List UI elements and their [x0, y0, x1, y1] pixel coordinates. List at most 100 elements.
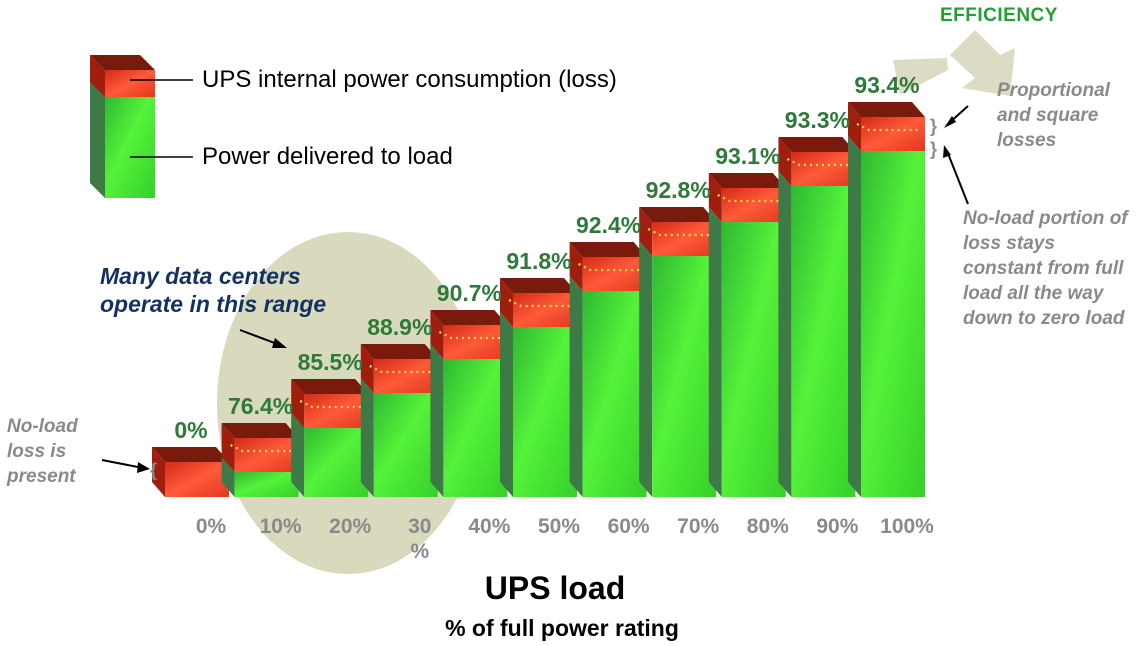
bar-loss-8 — [721, 188, 786, 222]
bar-1 — [221, 423, 299, 497]
brace-marks: } } { — [150, 116, 937, 480]
x-tick-label-6: 60% — [608, 515, 650, 538]
x-tick-label-4: 40% — [468, 515, 510, 538]
bar-top-6 — [569, 242, 647, 257]
bar-loss-7 — [652, 222, 717, 256]
bar-top-2 — [291, 379, 369, 394]
efficiency-arrow — [893, 30, 1015, 96]
bar-side-load-4 — [430, 344, 444, 497]
svg-text:}: } — [930, 116, 937, 136]
x-tick-label-3-line2: % — [410, 540, 429, 563]
value-labels: 0%76.4%85.5%88.9%90.7%91.8%92.4%92.8%93.… — [174, 72, 919, 443]
x-tick-label-2: 20% — [329, 515, 371, 538]
bar-load-2 — [304, 428, 369, 497]
bar-top-3 — [360, 344, 438, 359]
bar-side-loss-10 — [848, 102, 861, 151]
x-tick-label-0: 0% — [196, 515, 227, 538]
value-label-1: 76.4% — [228, 393, 293, 419]
bar-noload-divider-2 — [299, 400, 365, 409]
value-label-8: 93.1% — [715, 143, 780, 169]
bar-load-10 — [861, 151, 925, 497]
bar-load-7 — [652, 256, 717, 497]
x-tick-label-7: 70% — [677, 515, 719, 538]
x-axis-title: UPS load — [484, 570, 626, 606]
value-label-0: 0% — [174, 417, 207, 443]
bar-side-loss-9 — [778, 137, 792, 186]
bar-4 — [430, 310, 508, 497]
x-tick-label-10: 100% — [880, 515, 934, 538]
bar-load-1 — [234, 472, 299, 497]
efficiency-label: EFFICIENCY — [940, 5, 1058, 26]
bar-noload-divider-3 — [369, 365, 434, 374]
bar-loss-5 — [513, 293, 577, 327]
bar-side-loss-1 — [221, 423, 235, 472]
bar-loss-0 — [165, 462, 229, 497]
datacenter-range-note: Many data centers operate in this range — [100, 263, 327, 317]
bar-side-load-5 — [500, 312, 513, 497]
bar-side-load-7 — [639, 241, 653, 497]
bar-top-8 — [708, 173, 786, 188]
bar-side-loss-0 — [152, 447, 165, 497]
bar-loss-10 — [861, 117, 925, 151]
bar-side-loss-8 — [708, 173, 722, 222]
bar-side-load-8 — [708, 207, 722, 497]
bar-noload-divider-5 — [508, 299, 573, 308]
bar-side-load-9 — [778, 171, 792, 497]
bar-noload-divider-8 — [717, 194, 782, 203]
bar-top-0 — [152, 447, 229, 462]
bar-side-loss-4 — [430, 310, 444, 359]
bar-noload-divider-4 — [438, 331, 504, 340]
bar-side-load-3 — [360, 378, 374, 497]
bar-side-loss-2 — [291, 379, 305, 428]
bars — [152, 102, 925, 497]
bar-loss-3 — [373, 359, 438, 393]
bar-load-3 — [373, 393, 438, 497]
bar-loss-1 — [234, 438, 299, 472]
value-label-10: 93.4% — [854, 72, 919, 98]
legend-loss-label: UPS internal power consumption (loss) — [202, 66, 617, 93]
bar-load-6 — [582, 291, 647, 497]
bar-side-loss-5 — [500, 278, 513, 327]
bar-2 — [291, 379, 369, 497]
x-tick-label-3: 30 — [408, 515, 431, 538]
x-axis-ticks: 0% 10% 20% 30% 40% 50% 60% 70% 80% 90% 100% — [196, 515, 934, 563]
value-label-5: 91.8% — [506, 248, 571, 274]
noload-portion-note: No-load portion of loss stays constant f… — [963, 208, 1128, 329]
value-label-3: 88.9% — [367, 314, 432, 340]
bar-noload-divider-6 — [578, 263, 643, 272]
x-axis-subtitle: % of full power rating — [445, 615, 679, 641]
bar-loss-6 — [582, 257, 647, 291]
svg-text:{: { — [150, 460, 157, 480]
bar-noload-divider-10 — [856, 123, 921, 132]
bar-side-load-2 — [291, 413, 305, 497]
x-tick-label-9: 90% — [816, 515, 858, 538]
bar-top-7 — [639, 207, 717, 222]
bar-7 — [639, 207, 717, 497]
bar-top-4 — [430, 310, 508, 325]
bar-load-9 — [791, 186, 856, 497]
bar-side-load-1 — [221, 457, 235, 497]
bar-top-1 — [221, 423, 299, 438]
bar-noload-divider-7 — [647, 228, 713, 237]
x-tick-label-8: 80% — [747, 515, 789, 538]
x-tick-label-1: 10% — [260, 515, 302, 538]
bar-loss-9 — [791, 152, 856, 186]
value-label-2: 85.5% — [298, 349, 363, 375]
bar-load-5 — [513, 327, 577, 497]
bar-6 — [569, 242, 647, 497]
bar-load-4 — [443, 359, 508, 497]
bar-side-load-6 — [569, 276, 583, 497]
bar-side-loss-3 — [360, 344, 374, 393]
bar-noload-divider-1 — [230, 444, 295, 453]
bar-8 — [708, 173, 786, 497]
value-label-4: 90.7% — [437, 280, 502, 306]
svg-text:}: } — [930, 139, 937, 159]
bar-side-loss-6 — [569, 242, 583, 291]
annotation-arrows — [101, 105, 969, 473]
bar-3 — [360, 344, 438, 497]
noload-present-note: No-load loss is present — [7, 416, 78, 487]
value-label-6: 92.4% — [576, 212, 641, 238]
bar-loss-4 — [443, 325, 508, 359]
value-label-9: 93.3% — [785, 107, 850, 133]
